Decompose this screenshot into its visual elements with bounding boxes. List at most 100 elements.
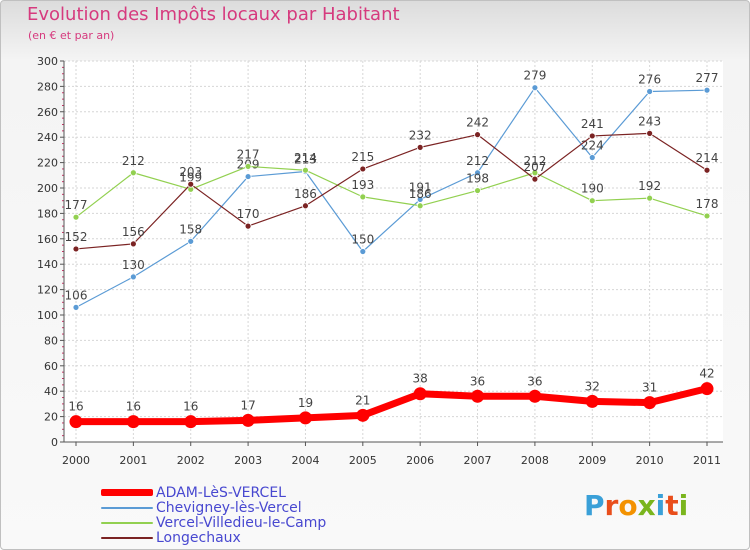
legend-swatch bbox=[101, 489, 153, 496]
data-label: 106 bbox=[65, 288, 88, 302]
data-point bbox=[585, 394, 599, 408]
legend-swatch bbox=[101, 536, 153, 539]
data-label: 177 bbox=[65, 198, 88, 212]
y-tick-label: 160 bbox=[37, 233, 58, 246]
data-label: 17 bbox=[240, 398, 255, 412]
data-label: 191 bbox=[409, 180, 432, 194]
data-label: 242 bbox=[466, 116, 489, 130]
data-point bbox=[187, 180, 195, 188]
data-label: 279 bbox=[523, 69, 546, 83]
data-point bbox=[703, 86, 711, 94]
data-point bbox=[471, 389, 485, 403]
x-tick-label: 2008 bbox=[521, 454, 549, 467]
data-point bbox=[298, 411, 312, 425]
data-label: 241 bbox=[581, 117, 604, 131]
data-point bbox=[413, 387, 427, 401]
data-label: 32 bbox=[585, 379, 600, 393]
legend-swatch bbox=[101, 506, 153, 509]
data-point bbox=[588, 132, 596, 140]
data-point bbox=[72, 245, 80, 253]
x-tick-label: 2004 bbox=[291, 454, 319, 467]
data-point bbox=[72, 303, 80, 311]
data-point bbox=[588, 197, 596, 205]
x-tick-label: 2003 bbox=[234, 454, 262, 467]
data-label: 150 bbox=[351, 233, 374, 247]
data-label: 16 bbox=[68, 400, 83, 414]
y-tick-label: 100 bbox=[37, 309, 58, 322]
data-label: 212 bbox=[122, 154, 145, 168]
data-label: 224 bbox=[581, 139, 604, 153]
legend-swatch bbox=[101, 521, 153, 524]
data-point bbox=[588, 154, 596, 161]
data-label: 190 bbox=[581, 182, 604, 196]
chart-title: Evolution des Impôts locaux par Habitant bbox=[27, 4, 400, 25]
data-point bbox=[129, 169, 137, 177]
data-label: 170 bbox=[237, 207, 260, 221]
data-label: 16 bbox=[126, 400, 141, 414]
y-tick-label: 200 bbox=[37, 182, 58, 195]
legend-item: Chevigney-lès-Vercel bbox=[101, 499, 326, 516]
data-label: 276 bbox=[638, 72, 661, 86]
plot-area bbox=[64, 61, 723, 442]
data-label: 212 bbox=[523, 154, 546, 168]
data-label: 243 bbox=[638, 114, 661, 128]
y-tick-label: 180 bbox=[37, 207, 58, 220]
x-tick-label: 2002 bbox=[177, 454, 205, 467]
data-label: 203 bbox=[179, 165, 202, 179]
data-point bbox=[244, 173, 252, 180]
data-label: 178 bbox=[696, 197, 719, 211]
data-point bbox=[244, 222, 252, 230]
x-tick-label: 2011 bbox=[693, 454, 721, 467]
x-tick-label: 2001 bbox=[119, 454, 147, 467]
chart-subtitle: (en € et par an) bbox=[28, 29, 115, 42]
legend-label: Longechaux bbox=[156, 529, 241, 546]
data-label: 31 bbox=[642, 381, 657, 395]
data-label: 215 bbox=[351, 150, 374, 164]
data-point bbox=[531, 84, 539, 92]
data-point bbox=[474, 131, 481, 139]
data-point bbox=[703, 212, 711, 220]
data-label: 16 bbox=[183, 400, 198, 414]
data-point bbox=[129, 273, 137, 281]
y-tick-label: 120 bbox=[37, 284, 58, 297]
data-label: 277 bbox=[696, 71, 719, 85]
data-label: 152 bbox=[65, 230, 88, 244]
y-tick-label: 20 bbox=[44, 411, 58, 424]
data-point bbox=[244, 163, 252, 170]
data-point bbox=[126, 415, 140, 429]
data-point bbox=[646, 129, 654, 137]
data-label: 186 bbox=[409, 187, 432, 201]
series-line bbox=[76, 385, 708, 426]
x-tick-label: 2000 bbox=[62, 454, 90, 467]
data-label: 158 bbox=[179, 222, 202, 236]
data-point bbox=[72, 213, 80, 221]
data-point bbox=[474, 187, 481, 194]
x-tick-label: 2009 bbox=[578, 454, 606, 467]
data-point bbox=[703, 166, 711, 174]
data-point bbox=[416, 202, 424, 210]
series-line bbox=[75, 132, 708, 250]
legend-label: Chevigney-lès-Vercel bbox=[156, 499, 302, 516]
data-label: 36 bbox=[527, 374, 542, 388]
data-label: 186 bbox=[294, 187, 317, 201]
data-label: 36 bbox=[470, 374, 485, 388]
data-label: 199 bbox=[179, 170, 202, 184]
x-tick-label: 2007 bbox=[464, 454, 492, 467]
data-label: 156 bbox=[122, 225, 145, 239]
x-tick-label: 2006 bbox=[406, 454, 434, 467]
data-point bbox=[129, 240, 137, 248]
y-tick-label: 300 bbox=[37, 55, 58, 68]
data-label: 217 bbox=[237, 147, 260, 161]
data-label: 192 bbox=[638, 179, 661, 193]
chart-legend: ADAM-LèS-VERCEL Chevigney-lès-Vercel Verce… bbox=[101, 485, 326, 546]
data-point bbox=[356, 408, 370, 422]
data-point bbox=[643, 396, 657, 410]
data-point bbox=[416, 143, 424, 151]
data-label: 214 bbox=[696, 151, 719, 165]
data-label: 42 bbox=[699, 367, 714, 381]
data-label: 212 bbox=[466, 154, 489, 168]
data-point bbox=[241, 413, 255, 427]
x-tick-label: 2005 bbox=[349, 454, 377, 467]
data-point bbox=[700, 382, 714, 396]
